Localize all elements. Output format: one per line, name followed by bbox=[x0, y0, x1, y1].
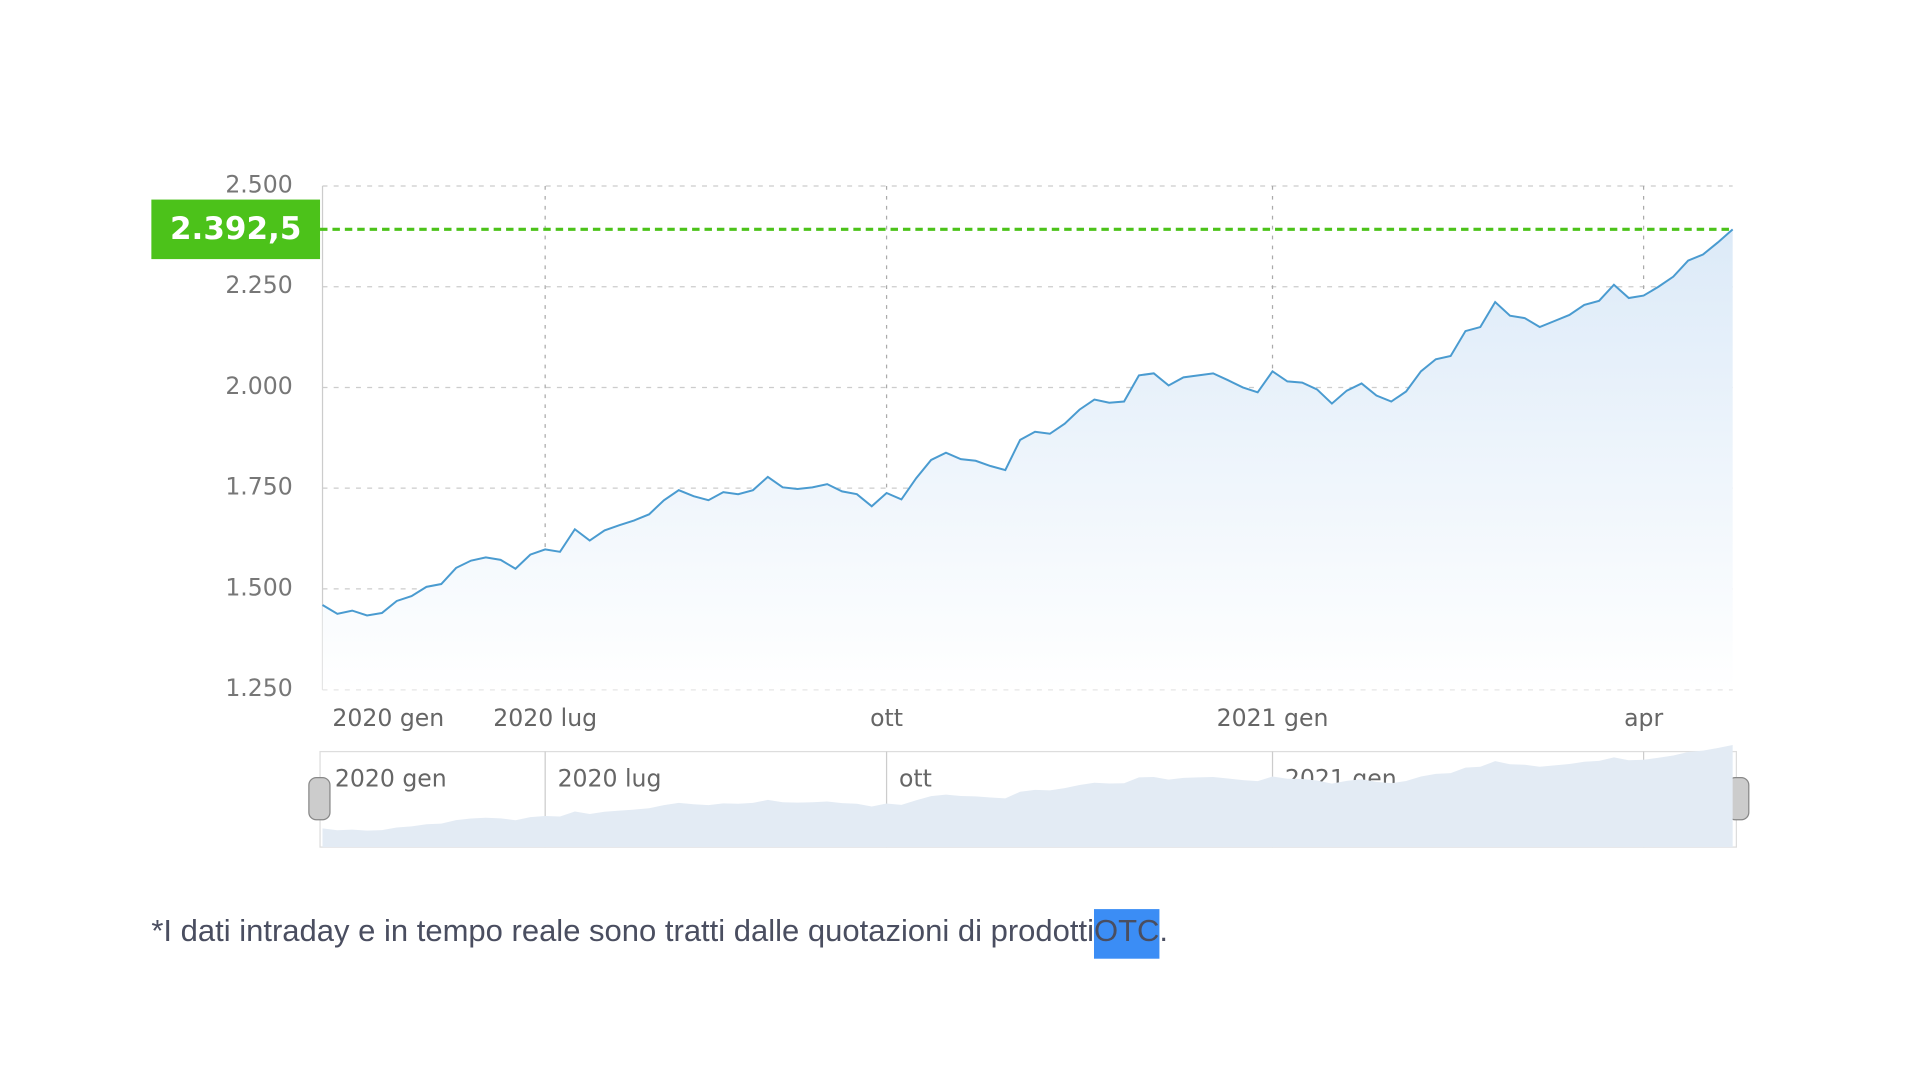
navigator-label: 2020 gen bbox=[335, 765, 447, 793]
footnote: *I dati intraday e in tempo reale sono t… bbox=[151, 913, 1094, 948]
y-tick-label: 2.500 bbox=[225, 171, 292, 199]
y-tick-label: 2.250 bbox=[225, 271, 292, 299]
line bbox=[322, 228, 1734, 617]
last-price-label: 2.392,5 bbox=[170, 211, 301, 247]
x-tick-label: 2020 lug bbox=[493, 704, 597, 732]
area bbox=[322, 229, 1733, 690]
y-tick-label: 1.250 bbox=[225, 674, 292, 702]
y-tick-label: 1.750 bbox=[225, 473, 292, 501]
navigator-label: 2020 lug bbox=[558, 765, 662, 793]
x-tick-label: 2020 gen bbox=[332, 704, 444, 732]
footnote-end: . bbox=[1159, 913, 1168, 948]
last-price-badge bbox=[151, 199, 321, 260]
navigator-handle-left[interactable] bbox=[308, 777, 331, 821]
navigator-area bbox=[322, 745, 1733, 848]
x-tick-label: 2021 gen bbox=[1217, 704, 1329, 732]
x-tick-label: apr bbox=[1624, 704, 1663, 732]
footnote-link[interactable]: OTC bbox=[1094, 913, 1159, 948]
y-tick-label: 2.000 bbox=[225, 372, 292, 400]
highlight bbox=[1093, 909, 1160, 959]
navigator-label: ott bbox=[899, 765, 932, 793]
y-tick-label: 1.500 bbox=[225, 573, 292, 601]
x-tick-label: ott bbox=[870, 704, 903, 732]
